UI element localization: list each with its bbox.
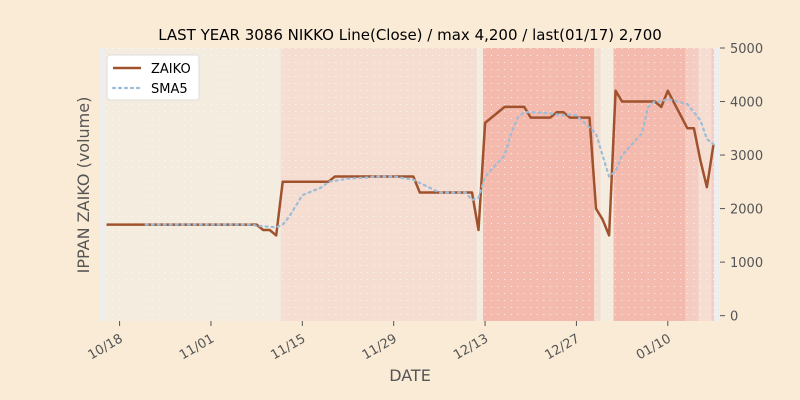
legend-box [106, 54, 200, 101]
x-tick-label: 12/27 [542, 331, 582, 363]
y-tick-label: 1000 [730, 256, 763, 271]
shade-bands [104, 48, 714, 321]
series-zaiko-line [106, 89, 715, 237]
shade-band [711, 48, 714, 321]
x-axis: 10/18 11/01 11/15 11/29 12/13 12/27 01/10 [86, 321, 674, 363]
x-tick-label: 11/29 [360, 331, 400, 363]
series-layer [106, 89, 715, 237]
shade-band [613, 48, 686, 321]
y-tick-label: 3000 [730, 149, 763, 164]
x-tick-label: 11/15 [268, 331, 308, 363]
y-tick-label: 2000 [730, 203, 763, 218]
chart-title: LAST YEAR 3086 NIKKO Line(Close) / max 4… [158, 26, 662, 44]
legend-label-zaiko: ZAIKO [151, 62, 191, 77]
x-tick-label: 11/01 [177, 331, 217, 363]
x-tick-label: 10/18 [86, 331, 126, 363]
shade-band [280, 48, 477, 321]
shade-band [483, 48, 594, 321]
y-tick-label: 0 [730, 310, 738, 325]
y-tick-label: 5000 [730, 42, 763, 57]
shade-band [600, 48, 614, 321]
y-tick-label: 4000 [730, 96, 763, 111]
series-sma5-line [144, 97, 715, 229]
y-axis: 0 1000 2000 3000 4000 5000 [720, 42, 763, 325]
shade-band [476, 48, 484, 321]
x-axis-label: DATE [389, 366, 431, 385]
legend-label-sma5: SMA5 [151, 82, 188, 97]
shade-band [594, 48, 601, 321]
x-tick-label: 12/13 [451, 331, 491, 363]
shade-band [698, 48, 712, 321]
legend: ZAIKO SMA5 [106, 54, 200, 101]
x-tick-label: 01/10 [634, 331, 674, 363]
shade-band [685, 48, 699, 321]
y-axis-label: IPPAN ZAIKO (volume) [74, 97, 93, 274]
